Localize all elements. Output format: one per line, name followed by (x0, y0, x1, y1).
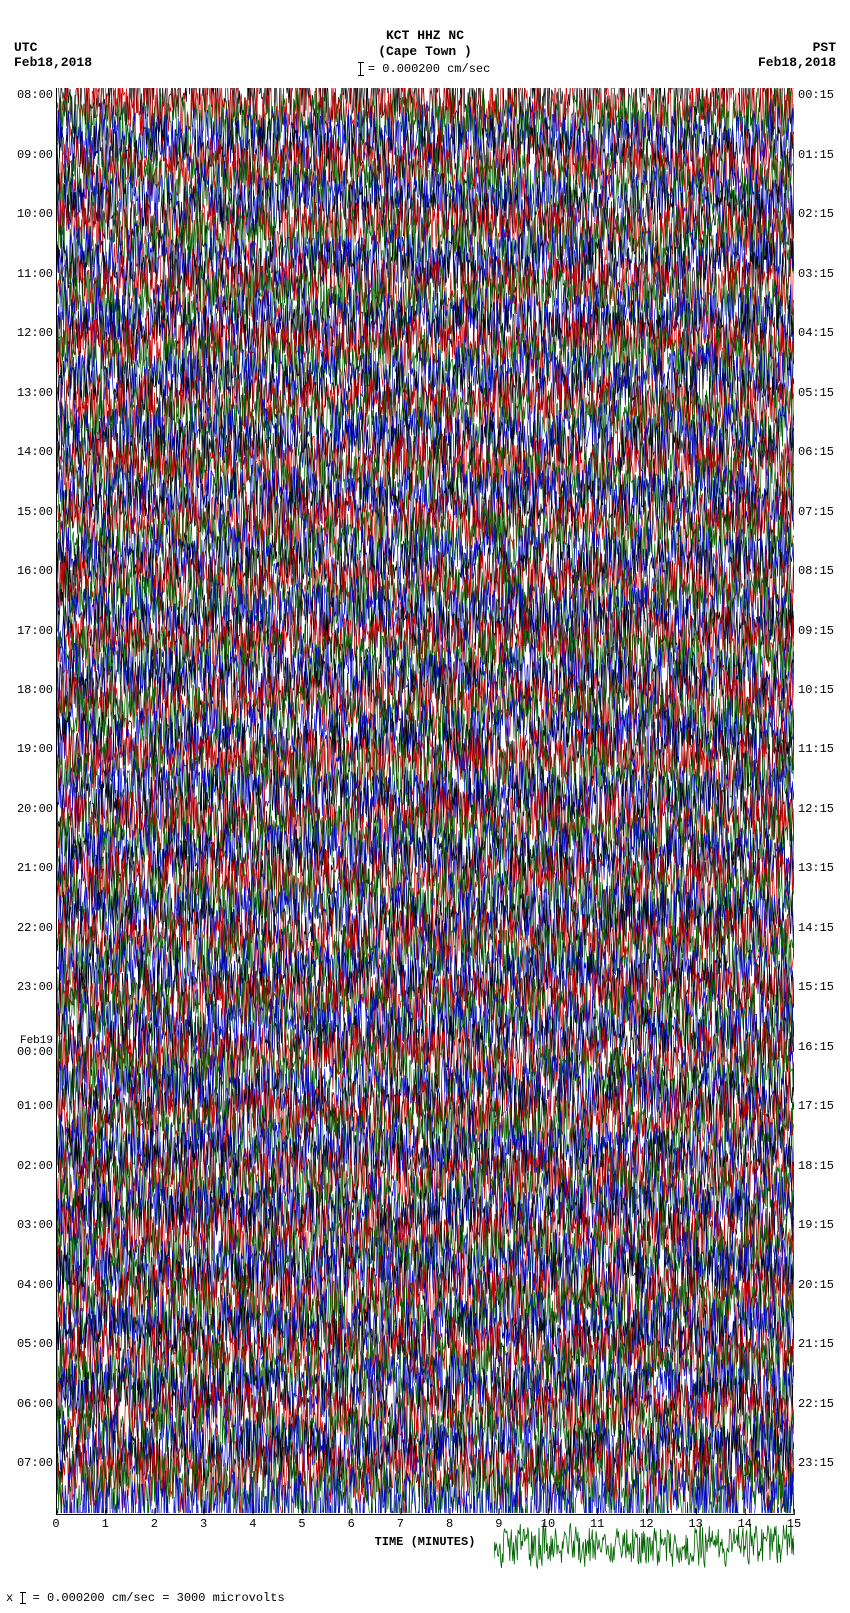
xtick: 6 (348, 1517, 355, 1531)
xtick: 15 (787, 1517, 801, 1531)
ytick-left: 09:00 (17, 148, 57, 162)
xtick: 10 (541, 1517, 555, 1531)
xtick: 2 (151, 1517, 158, 1531)
ytick-left: 16:00 (17, 564, 57, 578)
ytick-right: 08:15 (794, 564, 834, 578)
footer-scale: x = 0.000200 cm/sec = 3000 microvolts (6, 1591, 285, 1605)
ytick-right: 07:15 (794, 505, 834, 519)
footer-prefix: x (6, 1591, 20, 1605)
station-title: KCT HHZ NC (0, 28, 850, 44)
ytick-left: 03:00 (17, 1218, 57, 1232)
ytick-left: 23:00 (17, 980, 57, 994)
ytick-right: 15:15 (794, 980, 834, 994)
ytick-left: 01:00 (17, 1099, 57, 1113)
ytick-left: 10:00 (17, 207, 57, 221)
scale-label: = 0.000200 cm/sec (368, 62, 490, 76)
ytick-right: 13:15 (794, 861, 834, 875)
xtick: 8 (446, 1517, 453, 1531)
ytick-left: 19:00 (17, 742, 57, 756)
ytick-right: 02:15 (794, 207, 834, 221)
ytick-left: 04:00 (17, 1278, 57, 1292)
ytick-right: 22:15 (794, 1397, 834, 1411)
ytick-right: 05:15 (794, 386, 834, 400)
footer-text: = 0.000200 cm/sec = 3000 microvolts (25, 1591, 284, 1605)
ytick-left: 20:00 (17, 802, 57, 816)
ytick-right: 10:15 (794, 683, 834, 697)
tz-left-tz: UTC (14, 40, 92, 55)
ytick-left: 02:00 (17, 1159, 57, 1173)
ytick-right: 04:15 (794, 326, 834, 340)
ytick-right: 00:15 (794, 88, 834, 102)
station-subtitle: (Cape Town ) (0, 44, 850, 60)
ytick-left: Feb1900:00 (17, 1035, 57, 1059)
ytick-right: 23:15 (794, 1456, 834, 1470)
ytick-right: 21:15 (794, 1337, 834, 1351)
x-axis: TIME (MINUTES) 0123456789101112131415 (56, 1517, 794, 1557)
ytick-left: 08:00 (17, 88, 57, 102)
ytick-right: 06:15 (794, 445, 834, 459)
ytick-left: 06:00 (17, 1397, 57, 1411)
ytick-right: 11:15 (794, 742, 834, 756)
ytick-right: 14:15 (794, 921, 834, 935)
ytick-right: 18:15 (794, 1159, 834, 1173)
ytick-left: 17:00 (17, 624, 57, 638)
ytick-left: 11:00 (17, 267, 57, 281)
ytick-left: 05:00 (17, 1337, 57, 1351)
xtick: 9 (495, 1517, 502, 1531)
xtick: 5 (298, 1517, 305, 1531)
ytick-right: 03:15 (794, 267, 834, 281)
chart-header: KCT HHZ NC (Cape Town ) (0, 28, 850, 60)
ytick-right: 09:15 (794, 624, 834, 638)
ytick-left: 15:00 (17, 505, 57, 519)
xtick: 3 (200, 1517, 207, 1531)
ytick-right: 12:15 (794, 802, 834, 816)
ytick-left: 13:00 (17, 386, 57, 400)
tz-right-tz: PST (758, 40, 836, 55)
ytick-left: 18:00 (17, 683, 57, 697)
ytick-left: 14:00 (17, 445, 57, 459)
plot-area: 08:0009:0010:0011:0012:0013:0014:0015:00… (56, 88, 794, 1515)
ytick-right: 01:15 (794, 148, 834, 162)
ytick-left: 12:00 (17, 326, 57, 340)
xtick: 4 (249, 1517, 256, 1531)
tz-left-block: UTC Feb18,2018 (14, 40, 92, 70)
trace-canvas (57, 88, 794, 1513)
xtick: 12 (639, 1517, 653, 1531)
ytick-right: 19:15 (794, 1218, 834, 1232)
ytick-left: 22:00 (17, 921, 57, 935)
scale-bar-icon (22, 1592, 23, 1604)
xtick: 13 (688, 1517, 702, 1531)
xtick: 7 (397, 1517, 404, 1531)
xtick: 14 (738, 1517, 752, 1531)
ytick-right: 20:15 (794, 1278, 834, 1292)
x-axis-label: TIME (MINUTES) (56, 1535, 794, 1549)
ytick-left: 07:00 (17, 1456, 57, 1470)
scale-legend: = 0.000200 cm/sec (0, 62, 850, 76)
ytick-left: 21:00 (17, 861, 57, 875)
xtick: 11 (590, 1517, 604, 1531)
ytick-right: 17:15 (794, 1099, 834, 1113)
xtick: 0 (52, 1517, 59, 1531)
ytick-right: 16:15 (794, 1040, 834, 1054)
seismogram-page: KCT HHZ NC (Cape Town ) = 0.000200 cm/se… (0, 0, 850, 1613)
scale-bar-icon (360, 62, 361, 76)
tz-left-date: Feb18,2018 (14, 55, 92, 70)
xtick: 1 (102, 1517, 109, 1531)
tz-right-date: Feb18,2018 (758, 55, 836, 70)
tz-right-block: PST Feb18,2018 (758, 40, 836, 70)
